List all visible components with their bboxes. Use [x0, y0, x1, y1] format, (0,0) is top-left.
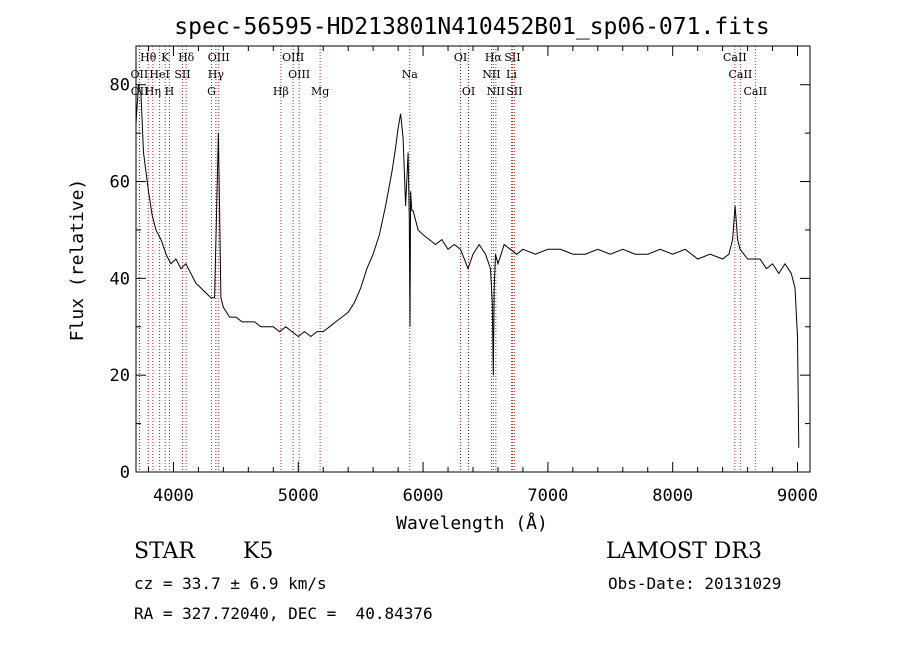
y-tick-label: 0 [120, 463, 130, 483]
spectral-line-label: CaII [723, 51, 747, 64]
spectral-line-label: Hα [485, 51, 503, 64]
spectral-line-label: Li [506, 68, 517, 81]
spectral-line-label: OII [131, 68, 149, 81]
spectral-line-label: K [161, 51, 170, 64]
chart-title: spec-56595-HD213801N410452B01_sp06-071.f… [174, 14, 769, 40]
spectrum-line [135, 84, 800, 448]
survey-name: LAMOST DR3 [606, 539, 762, 564]
y-axis-ticks: 0 20 40 60 80 [110, 76, 810, 483]
x-axis-ticks: 4000 5000 6000 7000 8000 9000 [147, 46, 818, 506]
x-tick-label: 6000 [403, 486, 444, 506]
y-tick-label: 40 [110, 269, 130, 289]
x-tick-label: 5000 [278, 486, 319, 506]
spectral-line-label: G [207, 85, 216, 98]
spectral-line-label: H [165, 85, 175, 98]
spectral-line-label: OI [454, 51, 467, 64]
spectral-line-label: OII [131, 85, 149, 98]
spectral-line-label: CaII [743, 85, 767, 98]
observation-date: Obs-Date: 20131029 [608, 574, 782, 593]
spectral-line-label: NII [487, 85, 505, 98]
spectral-line-label: HeI [149, 68, 169, 81]
spectral-line-label: OIII [208, 51, 230, 64]
spectral-line-label: OIII [288, 68, 310, 81]
coordinates: RA = 327.72040, DEC = 40.84376 [134, 604, 433, 623]
spectral-line-label: Hδ [178, 51, 195, 64]
spectral-line-label: Na [402, 68, 419, 81]
spectral-line-label: Hβ [273, 85, 289, 98]
spectral-line-label: Hγ [208, 68, 225, 81]
y-tick-label: 20 [110, 366, 130, 386]
x-tick-label: 4000 [153, 486, 194, 506]
spectral-line-label: NII [482, 68, 500, 81]
spectral-line-label: Mg [311, 85, 329, 98]
spectral-line-label: Hη [145, 85, 161, 98]
y-tick-label: 60 [110, 173, 130, 193]
spectral-line-label: SII [506, 85, 522, 98]
redshift-velocity: cz = 33.7 ± 6.9 km/s [134, 574, 327, 593]
y-tick-label: 80 [110, 76, 130, 96]
plot-frame [135, 45, 811, 473]
spectral-line-label: CaII [729, 68, 753, 81]
spectral-line-label: Hθ [140, 51, 157, 64]
x-axis-label: Wavelength (Å) [396, 512, 548, 534]
x-tick-label: 8000 [652, 486, 693, 506]
x-tick-label: 7000 [527, 486, 568, 506]
y-axis-label: Flux (relative) [67, 179, 88, 342]
object-class: STAR [134, 539, 195, 564]
x-tick-label: 9000 [777, 486, 818, 506]
spectral-line-label: OI [462, 85, 475, 98]
spectral-line-label: SII [504, 51, 520, 64]
spectral-line-label: OIII [282, 51, 304, 64]
spectral-line-label: SII [174, 68, 190, 81]
spectral-line-markers [138, 46, 756, 472]
object-subclass: K5 [243, 539, 274, 564]
